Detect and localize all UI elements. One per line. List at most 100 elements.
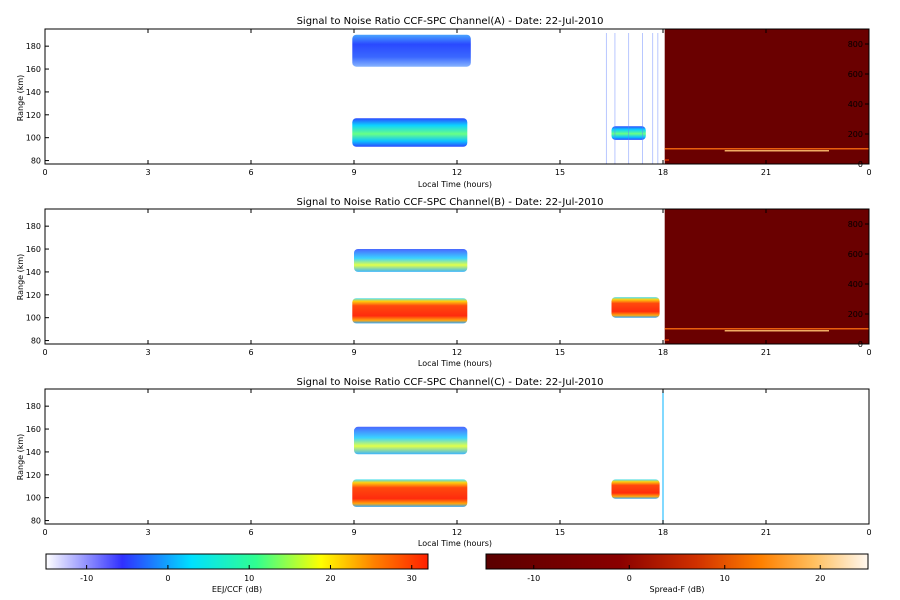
panel-c-xlabel: Local Time (hours) (418, 539, 492, 548)
panel-c-title: Signal to Noise Ratio CCF-SPC Channel(C)… (296, 377, 603, 388)
panel-a-ytick-label-2: 120 (26, 111, 41, 120)
panel-c-plot-area (352, 391, 664, 524)
panel-b-spreadf-layer-3 (664, 339, 669, 341)
panel-b-ytick-label-1: 100 (26, 314, 41, 323)
panel-b-xlabel: Local Time (hours) (418, 359, 492, 368)
panel-b-title: Signal to Noise Ratio CCF-SPC Channel(B)… (297, 197, 604, 208)
panel-b-echo-region-0 (354, 249, 468, 272)
panel-b-xtick-label-8: 0 (866, 348, 871, 357)
panel-b-plot-area (352, 209, 869, 344)
panel-a-rtick-label-2: 400 (848, 100, 863, 109)
panel-c-ytick-label-1: 100 (26, 494, 41, 503)
panel-c-ytick-label-4: 160 (26, 425, 41, 434)
panel-b-spreadf-layer-2 (724, 330, 829, 332)
colorbar-eej-tick-label-2: 10 (244, 574, 254, 583)
panel-a-title: Signal to Noise Ratio CCF-SPC Channel(A)… (297, 16, 604, 27)
panel-b-ytick-label-3: 140 (26, 268, 41, 277)
panel-b-xtick-label-4: 12 (452, 348, 462, 357)
panel-a-ylabel: Range (km) (16, 75, 25, 122)
panel-a-ytick-label-4: 160 (26, 65, 41, 74)
panel-a-echo-region-1 (352, 118, 468, 147)
panel-b-xtick-label-7: 21 (761, 348, 771, 357)
colorbar-eej: -10 0 10 20 30 EEJ/CCF (dB) (45, 553, 429, 594)
panel-c-xtick-label-2: 6 (248, 528, 253, 537)
panel-b-xtick-label-6: 18 (658, 348, 668, 357)
colorbar-spreadf: -10 0 10 20 Spread-F (dB) (485, 553, 869, 594)
panel-b-xtick-label-3: 9 (351, 348, 356, 357)
colorbar-eej-tick-label-4: 30 (407, 574, 417, 583)
colorbar-eej-gradient (45, 553, 429, 570)
panel-b-ylabel: Range (km) (16, 254, 25, 301)
colorbar-eej-label: EEJ/CCF (dB) (212, 585, 262, 594)
panel-a-xtick-label-1: 3 (145, 168, 150, 177)
panel-a: Signal to Noise Ratio CCF-SPC Channel(A)… (16, 16, 872, 189)
panel-a-xtick-label-6: 18 (658, 168, 668, 177)
panel-c-xtick-label-1: 3 (145, 528, 150, 537)
colorbar-spreadf-tick-label-2: 10 (720, 574, 730, 583)
panel-a-xtick-label-4: 12 (452, 168, 462, 177)
colorbar-spreadf-gradient (485, 553, 869, 570)
panel-c-xtick-label-6: 18 (658, 528, 668, 537)
panel-c-ytick-label-2: 120 (26, 471, 41, 480)
panel-b-rtick-label-3: 600 (848, 250, 863, 259)
panel-a-echo-region-3 (664, 29, 869, 164)
panel-b-rtick-label-4: 800 (848, 220, 863, 229)
panel-a-xlabel: Local Time (hours) (418, 180, 492, 189)
panel-b-echo-region-3 (664, 209, 869, 344)
panel-b-ytick-label-0: 80 (31, 337, 41, 346)
panel-c-echo-region-1 (352, 479, 468, 507)
panel-a-xtick-label-8: 0 (866, 168, 871, 177)
panel-a-xtick-label-0: 0 (42, 168, 47, 177)
panel-b-spreadf-layer-1 (664, 328, 869, 330)
panel-b-ytick-label-4: 160 (26, 245, 41, 254)
panel-c-ylabel: Range (km) (16, 434, 25, 481)
panel-b-ytick-label-5: 180 (26, 222, 41, 231)
colorbar-eej-tick-label-0: -10 (80, 574, 93, 583)
panel-c-echo-region-0 (354, 426, 468, 455)
panel-a-rtick-label-3: 600 (848, 70, 863, 79)
panel-a-xtick-label-7: 21 (761, 168, 771, 177)
panel-c-ytick-label-0: 80 (31, 517, 41, 526)
panel-b-xtick-label-0: 0 (42, 348, 47, 357)
panel-c-xtick-label-7: 21 (761, 528, 771, 537)
panel-c-xtick-label-5: 15 (555, 528, 565, 537)
colorbar-eej-tick-label-3: 20 (325, 574, 335, 583)
panel-c: Signal to Noise Ratio CCF-SPC Channel(C)… (16, 377, 872, 548)
panel-a-rtick-label-1: 200 (848, 130, 863, 139)
colorbar-spreadf-tick-label-1: 0 (627, 574, 632, 583)
colorbar-spreadf-tick-label-3: 20 (815, 574, 825, 583)
panel-b-rtick-label-1: 200 (848, 310, 863, 319)
panel-a-echo-region-0 (352, 34, 471, 67)
panel-c-xtick-label-0: 0 (42, 528, 47, 537)
colorbar-spreadf-label: Spread-F (dB) (649, 585, 704, 594)
panel-a-xtick-label-3: 9 (351, 168, 356, 177)
panel-b-echo-region-2 (611, 297, 660, 318)
colorbar-spreadf-tick-label-0: -10 (527, 574, 540, 583)
panel-b-echo-region-1 (352, 298, 468, 324)
panel-b: Signal to Noise Ratio CCF-SPC Channel(B)… (16, 197, 872, 368)
panel-c-xtick-label-3: 9 (351, 528, 356, 537)
panel-a-ytick-label-5: 180 (26, 42, 41, 51)
colorbar-eej-tick-label-1: 0 (165, 574, 170, 583)
panel-a-rtick-label-0: 0 (858, 160, 863, 169)
panel-c-xtick-label-4: 12 (452, 528, 462, 537)
panel-a-ytick-label-0: 80 (31, 157, 41, 166)
panel-a-ytick-label-1: 100 (26, 134, 41, 143)
panel-a-plot-area (352, 29, 869, 164)
panel-a-ytick-label-3: 140 (26, 88, 41, 97)
panel-b-ytick-label-2: 120 (26, 291, 41, 300)
panel-c-xtick-label-8: 0 (866, 528, 871, 537)
panel-a-xtick-label-2: 6 (248, 168, 253, 177)
panel-a-rtick-label-4: 800 (848, 40, 863, 49)
panel-a-spreadf-layer-1 (664, 148, 869, 150)
panel-b-xtick-label-2: 6 (248, 348, 253, 357)
panel-c-echo-region-2 (611, 479, 660, 499)
panel-b-xtick-label-1: 3 (145, 348, 150, 357)
panel-a-spreadf-layer-2 (724, 150, 829, 152)
panel-b-rtick-label-0: 0 (858, 340, 863, 349)
panel-b-xtick-label-5: 15 (555, 348, 565, 357)
panel-a-spreadf-layer-3 (664, 159, 669, 161)
panel-c-ytick-label-3: 140 (26, 448, 41, 457)
panel-c-ytick-label-5: 180 (26, 402, 41, 411)
